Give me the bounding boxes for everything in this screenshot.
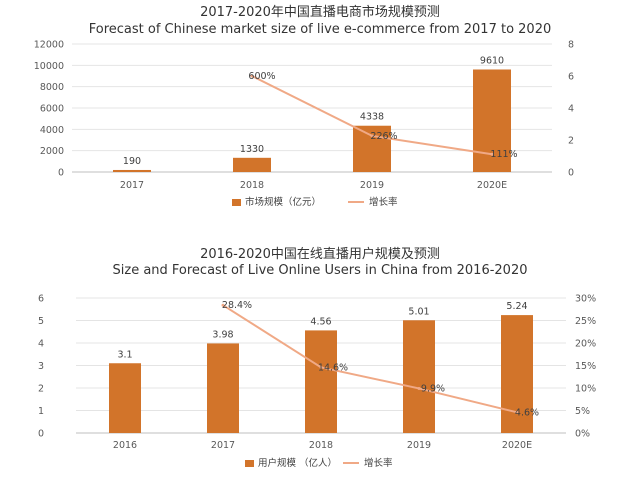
x-tick-label: 2019 (407, 440, 431, 451)
legend-label-line: 增长率 (364, 457, 393, 469)
y-tick-label-left: 4 (38, 339, 44, 350)
growth-line (222, 304, 518, 414)
y-tick-label-left: 6 (38, 294, 44, 305)
legend-label-bar: 用户规模 （亿人） (258, 457, 337, 469)
bar-data-label: 3.1 (117, 349, 132, 360)
legend-label-line: 增长率 (369, 196, 398, 208)
y-tick-label-right: 0 (568, 168, 574, 179)
legend-swatch-bar (232, 199, 241, 206)
chart-subtitle: Size and Forecast of Live Online Users i… (113, 263, 528, 278)
y-tick-label-left: 3 (38, 361, 44, 372)
growth-point (417, 386, 421, 390)
y-tick-label-right: 15% (575, 361, 596, 372)
y-tick-label-right: 4 (568, 104, 574, 115)
y-tick-label-left: 6000 (40, 104, 64, 115)
y-tick-label-right: 2 (568, 136, 574, 147)
x-tick-label: 2020E (477, 180, 507, 191)
growth-point (370, 134, 374, 138)
bar (113, 169, 151, 172)
growth-point (490, 152, 494, 156)
bar-data-label: 1330 (240, 144, 264, 155)
bar-data-label: 4.56 (310, 316, 331, 327)
growth-point (515, 410, 519, 414)
y-tick-label-left: 2000 (40, 146, 64, 157)
x-tick-label: 2018 (240, 180, 264, 191)
bar (109, 363, 141, 433)
chart-live-ecommerce-market-size: 2017-2020年中国直播电商市场规模预测 Forecast of Chine… (34, 4, 574, 208)
y-tick-label-right: 30% (575, 294, 596, 305)
y-tick-label-left: 8000 (40, 82, 64, 93)
x-tick-label: 2017 (120, 180, 144, 191)
growth-data-label: 28.4% (222, 300, 252, 311)
growth-data-label: 14.6% (318, 362, 348, 373)
growth-data-label: 111% (490, 149, 517, 160)
bar-data-label: 9610 (480, 55, 504, 66)
y-tick-label-left: 0 (58, 168, 64, 179)
bar (233, 157, 271, 172)
growth-data-label: 600% (248, 71, 275, 82)
x-tick-label: 2017 (211, 440, 235, 451)
growth-point (250, 74, 254, 78)
bar-data-label: 3.98 (212, 329, 233, 340)
x-tick-label: 2016 (113, 440, 137, 451)
y-tick-label-right: 8 (568, 40, 574, 51)
y-tick-label-left: 5 (38, 316, 44, 327)
chart-title: 2017-2020年中国直播电商市场规模预测 (200, 4, 440, 20)
growth-data-label: 226% (370, 131, 397, 142)
growth-point (221, 303, 225, 307)
chart-title: 2016-2020中国在线直播用户规模及预测 (200, 246, 440, 262)
bar-data-label: 190 (123, 156, 141, 167)
bar-data-label: 5.01 (408, 306, 429, 317)
bar (353, 125, 391, 172)
y-tick-label-left: 4000 (40, 125, 64, 136)
chart-subtitle: Forecast of Chinese market size of live … (89, 22, 552, 37)
growth-point (319, 365, 323, 369)
bar-data-label: 5.24 (506, 301, 527, 312)
y-tick-label-right: 0% (575, 429, 590, 440)
chart-live-online-users: 2016-2020中国在线直播用户规模及预测 Size and Forecast… (38, 246, 596, 469)
x-tick-label: 2020E (502, 440, 532, 451)
legend-swatch-bar (245, 460, 254, 467)
bar (207, 343, 239, 433)
y-tick-label-right: 20% (575, 339, 596, 350)
y-tick-label-right: 10% (575, 384, 596, 395)
y-tick-label-left: 1 (38, 406, 44, 417)
legend-label-bar: 市场规模（亿元） (245, 196, 321, 208)
y-tick-label-left: 0 (38, 429, 44, 440)
x-tick-label: 2018 (309, 440, 333, 451)
y-tick-label-left: 10000 (34, 61, 64, 72)
y-tick-label-left: 12000 (34, 40, 64, 51)
y-tick-label-left: 2 (38, 384, 44, 395)
bar (305, 330, 337, 433)
growth-data-label: 4.6% (515, 407, 539, 418)
y-tick-label-right: 5% (575, 406, 590, 417)
growth-data-label: 9.9% (421, 383, 445, 394)
y-tick-label-right: 25% (575, 316, 596, 327)
bar (403, 320, 435, 433)
x-tick-label: 2019 (360, 180, 384, 191)
bar-data-label: 4338 (360, 112, 384, 123)
y-tick-label-right: 6 (568, 72, 574, 83)
